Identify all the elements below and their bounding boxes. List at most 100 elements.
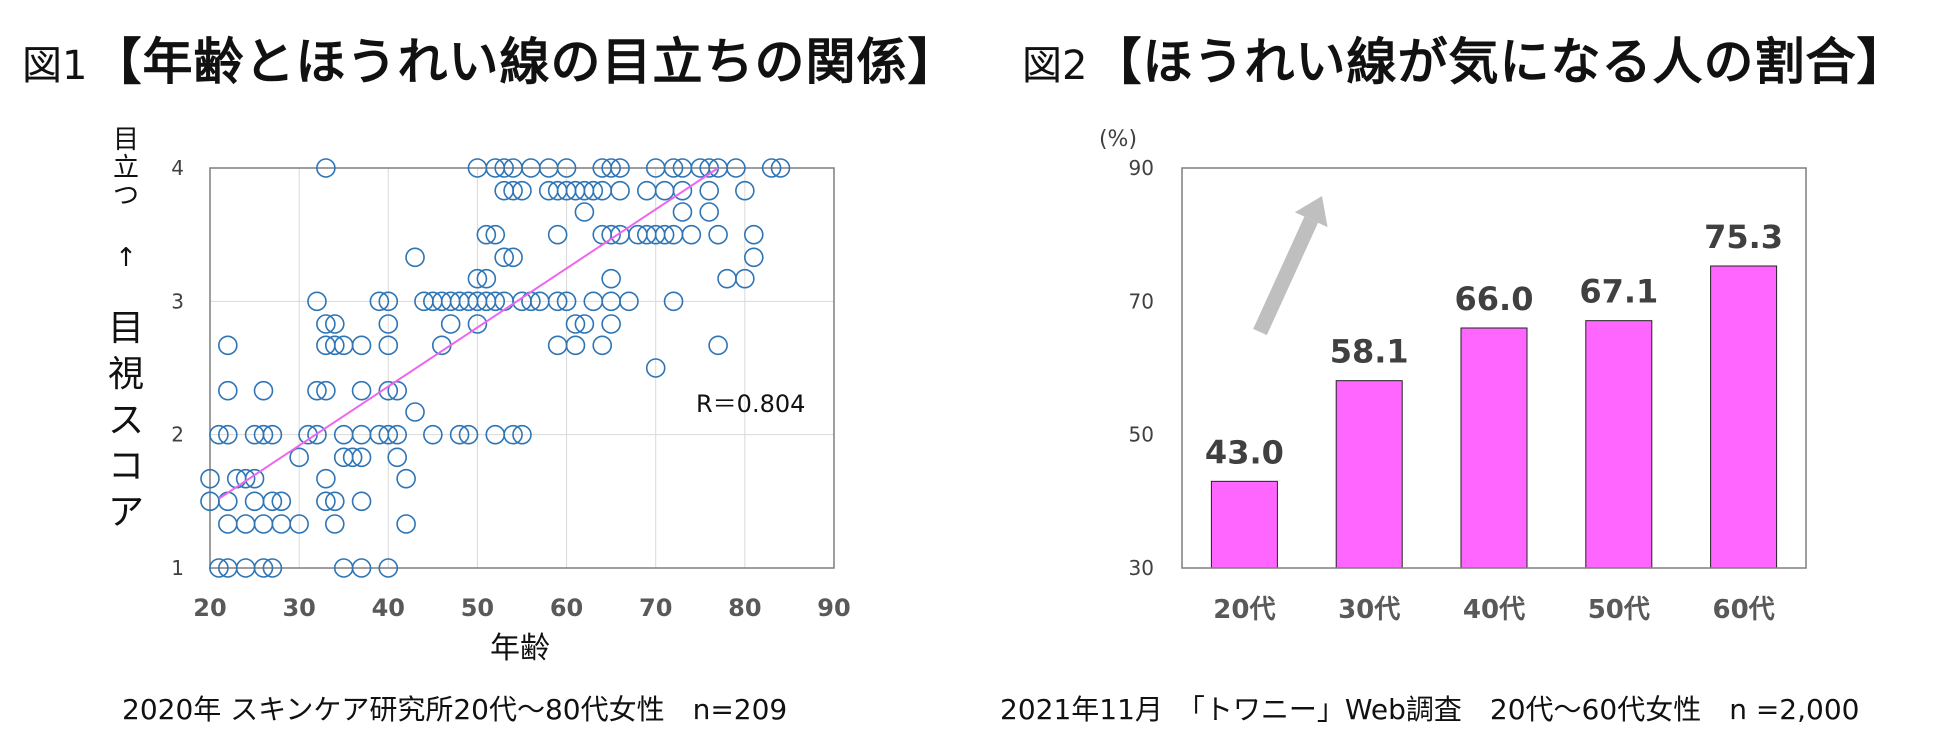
figure1-caption: 2020年 スキンケア研究所20代～80代女性 n=209	[122, 693, 788, 726]
scatter-point	[253, 380, 274, 401]
y-tick-label: 4	[171, 156, 184, 180]
scatter-point	[601, 314, 621, 334]
scatter-points	[200, 158, 791, 578]
y-axis-label-char: つ	[113, 181, 139, 211]
scatter-point	[289, 447, 309, 468]
figure2-caption: 2021年11月 「トワニー」Web調査 20代～60代女性 n =2,000	[1000, 693, 1860, 726]
figure2-title: 図2 【ほうれい線が気になる人の割合】	[1022, 22, 1907, 94]
scatter-point	[494, 247, 514, 268]
correlation-annotation: R＝0.804	[696, 390, 805, 418]
scatter-point	[316, 380, 336, 401]
scatter-point	[218, 380, 238, 401]
scatter-point	[601, 268, 621, 289]
y-tick-label: 1	[171, 556, 184, 580]
scatter-point	[253, 514, 274, 534]
scatter-point	[271, 514, 292, 534]
scatter-point	[494, 158, 514, 178]
scatter-point	[423, 424, 443, 445]
y-axis-label-char: 目	[108, 308, 144, 349]
scatter-point	[663, 291, 684, 312]
x-tick-label: 60代	[1713, 595, 1775, 625]
scatter-point	[244, 491, 265, 512]
scatter-point	[735, 180, 755, 201]
scatter-point	[369, 291, 390, 312]
scatter-point	[592, 335, 613, 356]
x-tick-label: 30代	[1338, 595, 1400, 625]
scatter-point	[601, 158, 621, 178]
scatter-point	[218, 335, 238, 356]
scatter-point	[324, 314, 345, 334]
y-axis-label-char: コ	[108, 446, 144, 487]
scatter-point	[672, 180, 693, 201]
value-label: 67.1	[1579, 273, 1658, 311]
bars	[1210, 265, 1778, 569]
scatter-point	[235, 468, 256, 489]
scatter-point	[387, 424, 408, 445]
scatter-point	[289, 514, 309, 534]
scatter-point	[761, 158, 782, 178]
x-tick-label: 50	[461, 594, 494, 622]
y-tick-label: 3	[171, 289, 184, 313]
scatter-point	[378, 314, 399, 334]
scatter-point	[699, 180, 720, 201]
scatter-point	[244, 468, 265, 489]
x-axis-label: 年齢	[490, 631, 550, 666]
scatter-point	[218, 424, 238, 445]
scatter-point	[583, 180, 604, 201]
y-axis-label-char: ↑	[115, 243, 137, 273]
scatter-point	[708, 224, 728, 245]
scatter-point	[485, 291, 506, 312]
scatter-point	[565, 335, 586, 356]
scatter-plot-frame	[209, 167, 835, 569]
value-labels: 43.0 58.1 66.0 67.1 75.3	[1205, 218, 1783, 471]
y-tick-labels: 1 2 3 4	[171, 156, 184, 580]
value-label: 66.0	[1455, 280, 1534, 318]
y-tick-label: 50	[1129, 423, 1154, 447]
x-tick-label: 60	[550, 594, 583, 622]
scatter-point	[672, 202, 693, 222]
scatter-point	[476, 268, 497, 289]
scatter-point	[645, 358, 666, 378]
x-tick-label: 70	[639, 594, 672, 622]
x-tick-label: 50代	[1588, 595, 1650, 625]
scatter-point	[307, 424, 327, 445]
scatter-point	[324, 514, 345, 534]
scatter-point	[601, 224, 621, 245]
scatter-point	[458, 424, 479, 445]
scatter-point	[387, 447, 408, 468]
scatter-point	[378, 424, 399, 445]
scatter-point	[378, 380, 399, 401]
scatter-point	[378, 291, 399, 312]
scatter-point	[378, 558, 399, 578]
scatter-point	[351, 380, 372, 401]
scatter-point	[200, 468, 220, 489]
scatter-point	[316, 468, 336, 489]
bar-chart: (%) 30 50 70 90 20代 30代 40代 50代 60代 43.0 58.1 66.…	[1099, 127, 1807, 625]
x-tick-label: 30	[282, 594, 315, 622]
scatter-point	[547, 291, 568, 312]
scatter-point	[574, 314, 595, 334]
bar	[1335, 380, 1403, 569]
scatter-point	[663, 158, 684, 178]
scatter-point	[735, 268, 755, 289]
scatter-point	[316, 491, 336, 512]
scatter-point	[218, 514, 238, 534]
scatter-point	[503, 247, 523, 268]
scatter-point	[253, 558, 274, 578]
scatter-point	[351, 447, 372, 468]
scatter-point	[485, 224, 506, 245]
scatter-point	[209, 558, 229, 578]
scatter-point	[610, 158, 630, 178]
scatter-point	[307, 380, 327, 401]
scatter-point	[262, 424, 283, 445]
scatter-point	[316, 314, 336, 334]
x-tick-labels: 20 30 40 50 60 70 80 90	[193, 594, 850, 622]
scatter-point	[351, 491, 372, 512]
scatter-point	[726, 158, 746, 178]
y-axis-label-char: ア	[108, 492, 144, 533]
y-axis-label-char: 視	[108, 354, 144, 395]
value-label: 75.3	[1704, 218, 1783, 256]
y-tick-label: 70	[1129, 289, 1154, 313]
scatter-point	[378, 335, 399, 356]
